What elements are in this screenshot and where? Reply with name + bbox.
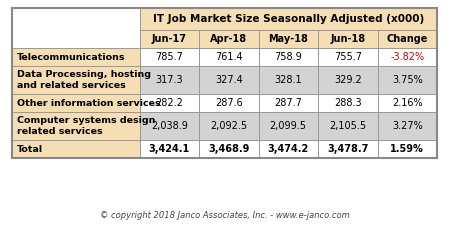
Bar	[12, 66, 140, 94]
Text: 3.75%: 3.75%	[392, 75, 423, 85]
Bar	[12, 140, 140, 158]
Text: Change: Change	[387, 34, 428, 44]
Text: 3,424.1: 3,424.1	[149, 144, 190, 154]
Bar	[140, 140, 199, 158]
Bar	[12, 8, 437, 158]
Text: 761.4: 761.4	[215, 52, 242, 62]
Bar	[199, 48, 259, 66]
Bar	[12, 30, 140, 48]
Text: 1.59%: 1.59%	[390, 144, 424, 154]
Bar	[199, 30, 259, 48]
Text: 328.1: 328.1	[274, 75, 302, 85]
Text: 3,478.7: 3,478.7	[327, 144, 369, 154]
Text: 287.7: 287.7	[274, 98, 302, 108]
Text: Total: Total	[17, 144, 43, 153]
Text: 758.9: 758.9	[274, 52, 302, 62]
Bar	[259, 112, 318, 140]
Text: Jun-17: Jun-17	[152, 34, 187, 44]
Bar	[140, 94, 199, 112]
Text: Computer systems design
related services: Computer systems design related services	[17, 116, 155, 136]
Text: 288.3: 288.3	[334, 98, 361, 108]
Bar	[140, 30, 199, 48]
Bar	[199, 112, 259, 140]
Text: Other information services: Other information services	[17, 99, 161, 108]
Bar	[259, 140, 318, 158]
Text: IT Job Market Size Seasonally Adjusted (x000): IT Job Market Size Seasonally Adjusted (…	[153, 14, 424, 24]
Text: 2,092.5: 2,092.5	[210, 121, 247, 131]
Bar	[12, 48, 140, 66]
Text: 2.16%: 2.16%	[392, 98, 423, 108]
Text: 329.2: 329.2	[334, 75, 361, 85]
Text: 317.3: 317.3	[155, 75, 183, 85]
Bar	[378, 30, 437, 48]
Text: 3,474.2: 3,474.2	[268, 144, 309, 154]
Text: 785.7: 785.7	[155, 52, 183, 62]
Text: 2,099.5: 2,099.5	[270, 121, 307, 131]
Bar	[318, 94, 378, 112]
Bar	[318, 30, 378, 48]
Text: 2,105.5: 2,105.5	[329, 121, 366, 131]
Bar	[12, 94, 140, 112]
Bar	[199, 140, 259, 158]
Text: Data Processing, hosting
and related services: Data Processing, hosting and related ser…	[17, 70, 151, 90]
Bar	[140, 48, 199, 66]
Text: 282.2: 282.2	[155, 98, 183, 108]
Text: Apr-18: Apr-18	[210, 34, 247, 44]
Bar	[199, 94, 259, 112]
Bar	[12, 112, 140, 140]
Bar	[378, 48, 437, 66]
Bar	[378, 140, 437, 158]
Text: Telecommunications: Telecommunications	[17, 52, 126, 61]
Text: 287.6: 287.6	[215, 98, 242, 108]
Text: 3,468.9: 3,468.9	[208, 144, 250, 154]
Text: Jun-18: Jun-18	[330, 34, 365, 44]
Bar	[259, 30, 318, 48]
Bar	[318, 140, 378, 158]
Bar	[378, 66, 437, 94]
Bar	[259, 48, 318, 66]
Bar	[318, 66, 378, 94]
Text: -3.82%: -3.82%	[390, 52, 424, 62]
Text: 327.4: 327.4	[215, 75, 242, 85]
Text: 755.7: 755.7	[334, 52, 362, 62]
Bar	[378, 94, 437, 112]
Text: 2,038.9: 2,038.9	[151, 121, 188, 131]
Bar	[259, 94, 318, 112]
Text: May-18: May-18	[269, 34, 308, 44]
Bar	[140, 112, 199, 140]
Bar	[259, 66, 318, 94]
Text: 3.27%: 3.27%	[392, 121, 423, 131]
Bar	[140, 8, 437, 30]
Bar	[318, 112, 378, 140]
Bar	[318, 48, 378, 66]
Bar	[378, 112, 437, 140]
Bar	[199, 66, 259, 94]
Text: © copyright 2018 Janco Associates, Inc. - www.e-janco.com: © copyright 2018 Janco Associates, Inc. …	[100, 212, 349, 220]
Bar	[12, 8, 140, 30]
Bar	[140, 66, 199, 94]
